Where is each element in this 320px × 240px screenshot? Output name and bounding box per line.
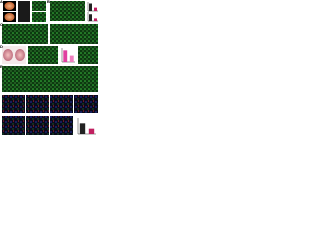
- panel-label: C: [0, 22, 3, 27]
- image: [50, 24, 98, 44]
- bar: [63, 50, 68, 62]
- image: [50, 1, 85, 21]
- panel-label: A: [0, 0, 3, 4]
- image: [2, 66, 98, 92]
- bar: [69, 55, 74, 62]
- image: [78, 46, 98, 64]
- bar: [94, 7, 97, 11]
- embryo: [4, 2, 15, 10]
- image: [2, 116, 25, 135]
- image: [18, 1, 30, 22]
- bar: [79, 123, 86, 134]
- bar: [89, 14, 92, 21]
- panel-label: E: [0, 64, 3, 69]
- figure: A B C D E F: [0, 0, 98, 135]
- image: [2, 95, 25, 113]
- bar: [94, 18, 97, 21]
- panel-label: D: [0, 44, 3, 49]
- bar: [89, 3, 92, 11]
- panel-label: F: [0, 93, 3, 98]
- image: [26, 95, 49, 113]
- image: [50, 95, 73, 113]
- image: [26, 116, 49, 135]
- images: [2, 1, 98, 135]
- panel-label: B: [47, 0, 50, 4]
- image: [28, 46, 58, 64]
- image: [2, 24, 48, 44]
- image: [32, 1, 46, 11]
- image: [50, 116, 73, 135]
- embryo: [4, 13, 15, 21]
- bar: [88, 128, 95, 134]
- embryo: [3, 49, 13, 61]
- image: [74, 95, 98, 113]
- image: [32, 12, 46, 22]
- embryo: [15, 49, 25, 61]
